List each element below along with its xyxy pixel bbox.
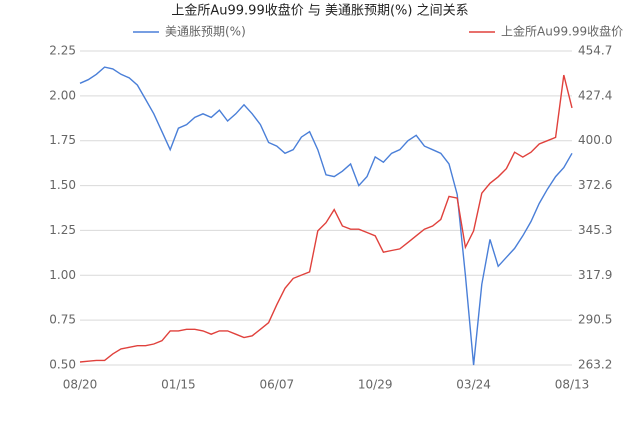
y2-tick-label: 454.7 [578, 44, 612, 58]
y2-tick-label: 400.0 [578, 133, 612, 147]
y2-tick-label: 372.6 [578, 178, 612, 192]
y2-tick-label: 290.5 [578, 313, 612, 327]
series-line [79, 74, 573, 363]
y2-tick-label: 427.4 [578, 88, 612, 102]
y-tick-label: 1.75 [49, 133, 76, 147]
y2-tick-label: 345.3 [578, 223, 612, 237]
chart-title: 上金所Au99.99收盘价 与 美通胀预期(%) 之间关系 [171, 3, 468, 19]
y2-tick-label: 317.9 [578, 268, 612, 282]
y-tick-label: 1.25 [49, 223, 76, 237]
x-tick-label: 08/20 [63, 378, 98, 392]
x-tick-label: 06/07 [260, 378, 295, 392]
x-tick-label: 03/24 [456, 378, 491, 392]
legend-label: 上金所Au99.99收盘价 [501, 24, 623, 39]
x-tick-label: 10/29 [358, 378, 393, 392]
y-tick-label: 0.50 [49, 358, 76, 372]
y-tick-label: 1.00 [49, 268, 76, 282]
x-tick-label: 01/15 [161, 378, 196, 392]
legend-label: 美通胀预期(%) [165, 25, 246, 39]
x-tick-label: 08/13 [555, 378, 590, 392]
y2-tick-label: 263.2 [578, 358, 612, 372]
y-tick-label: 0.75 [49, 313, 76, 327]
y-tick-label: 2.00 [49, 88, 76, 102]
y-tick-label: 2.25 [49, 44, 76, 58]
y-tick-label: 1.50 [49, 178, 76, 192]
series-line [79, 66, 573, 366]
